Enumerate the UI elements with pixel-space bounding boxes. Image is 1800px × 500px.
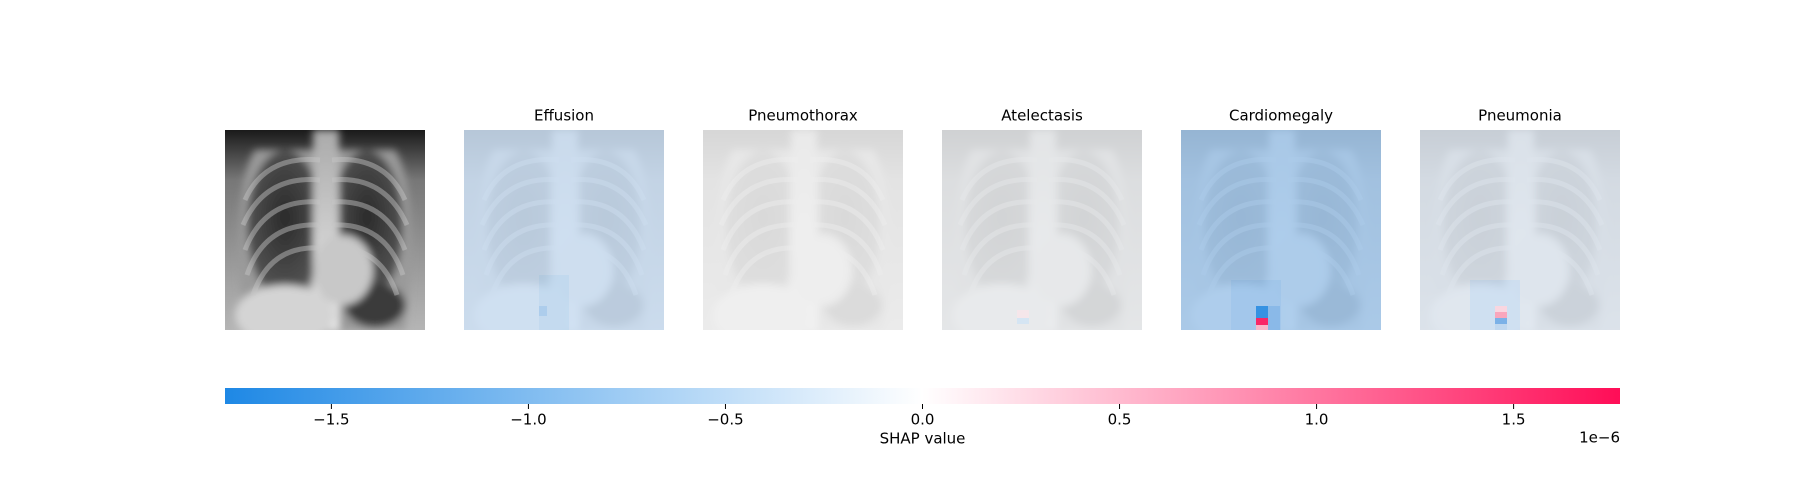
panel-image xyxy=(703,130,903,345)
x-tick-label: −1.5 xyxy=(313,411,349,429)
panel-image xyxy=(942,130,1142,345)
panel-title: Cardiomegaly xyxy=(1229,107,1333,125)
panel-title: Pneumothorax xyxy=(748,107,858,125)
panel-title: Pneumonia xyxy=(1478,107,1562,125)
x-tick-label: −1.0 xyxy=(510,411,546,429)
x-tick-label: −0.5 xyxy=(707,411,743,429)
x-tick-label: 1.0 xyxy=(1305,411,1329,429)
panel-image xyxy=(1420,130,1620,345)
panel-image xyxy=(1181,130,1381,345)
offset-label: 1e−6 xyxy=(1579,429,1620,447)
x-axis-label: SHAP value xyxy=(880,430,966,448)
panels: Effusion Pneumothorax Atelectasis Cardiomeg… xyxy=(225,107,1620,345)
panel-image xyxy=(464,130,664,345)
x-tick-label: 0.0 xyxy=(911,411,935,429)
panel-title: Effusion xyxy=(534,107,594,125)
colorbar-scale xyxy=(225,388,1620,404)
x-tick-label: 1.5 xyxy=(1502,411,1526,429)
x-tick-label: 0.5 xyxy=(1108,411,1132,429)
panel-title: Atelectasis xyxy=(1001,107,1083,125)
original-image xyxy=(225,130,425,345)
colorbar: −1.5 −1.0 −0.5 0.0 0.5 1.0 1.5 SHAP value 1e−6 xyxy=(225,388,1620,448)
